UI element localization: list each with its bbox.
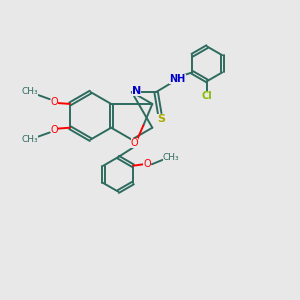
Text: N: N	[132, 86, 141, 96]
Text: CH₃: CH₃	[163, 153, 179, 162]
Text: S: S	[157, 114, 165, 124]
Text: O: O	[51, 97, 58, 106]
Text: O: O	[51, 125, 58, 135]
Text: CH₃: CH₃	[22, 87, 38, 96]
Text: CH₃: CH₃	[22, 135, 38, 144]
Text: Cl: Cl	[202, 91, 213, 101]
Text: O: O	[131, 138, 138, 148]
Text: NH: NH	[169, 74, 186, 84]
Text: O: O	[143, 159, 151, 169]
